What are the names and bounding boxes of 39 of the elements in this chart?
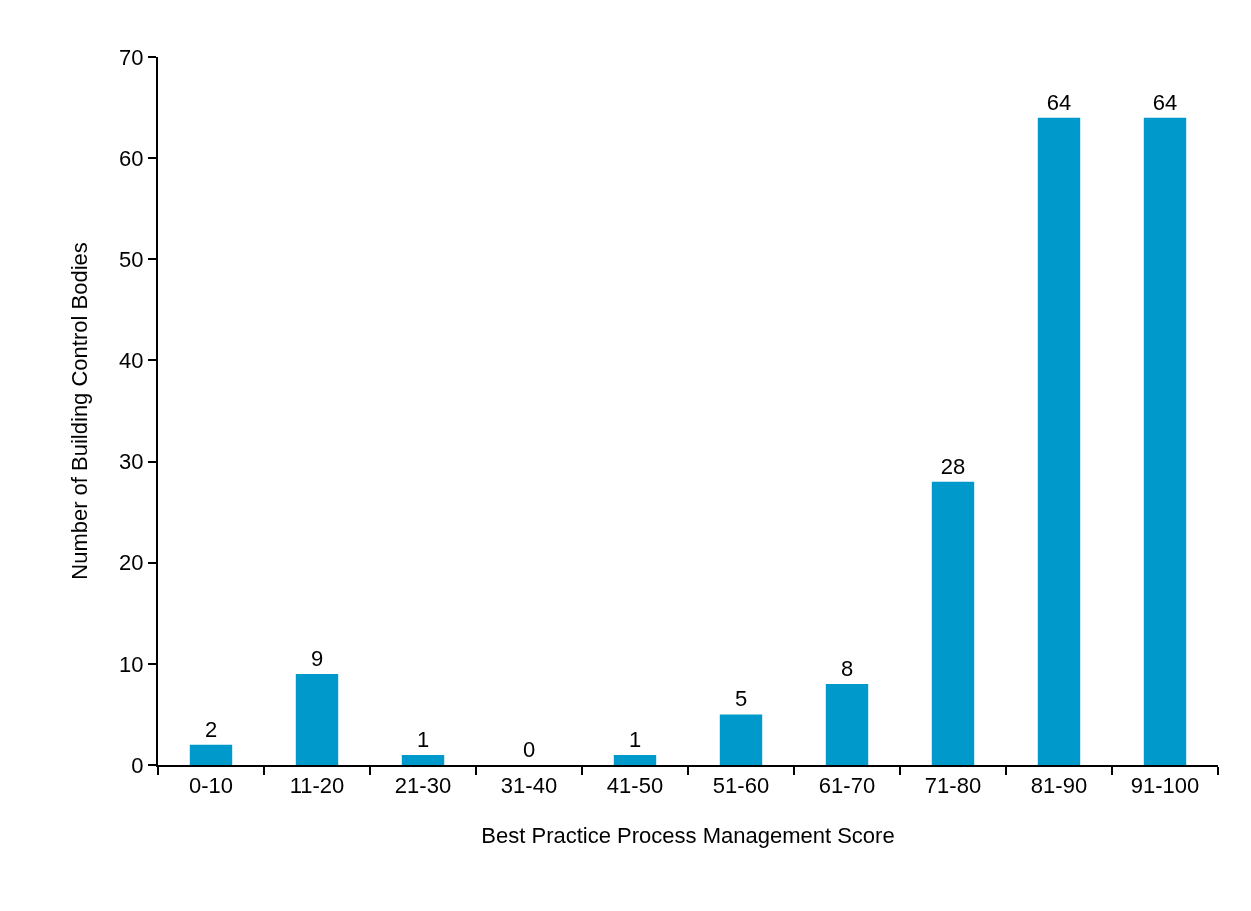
x-tick-label: 31-40 — [500, 773, 558, 799]
bar — [1143, 117, 1187, 765]
bar — [931, 481, 975, 765]
data-label: 64 — [1046, 89, 1072, 115]
data-label: 1 — [416, 726, 430, 752]
data-label: 9 — [310, 645, 324, 671]
bar — [1037, 117, 1081, 765]
y-tick-label: 40 — [119, 348, 144, 374]
x-tick-label: 81-90 — [1030, 773, 1088, 799]
x-tick-label: 41-50 — [606, 773, 664, 799]
y-tick-label: 60 — [119, 145, 144, 171]
data-label: 64 — [1152, 89, 1178, 115]
data-label: 5 — [734, 686, 748, 712]
x-axis-title: Best Practice Process Management Score — [481, 822, 895, 848]
bar — [719, 714, 763, 765]
bar — [189, 744, 233, 765]
data-label: 8 — [840, 656, 854, 682]
bar — [401, 754, 445, 765]
x-tick-label: 51-60 — [712, 773, 770, 799]
x-tick-label: 91-100 — [1130, 773, 1200, 799]
x-tick-label: 11-20 — [289, 773, 345, 799]
y-axis-title: Number of Building Control Bodies — [67, 242, 93, 580]
y-tick-label: 70 — [119, 44, 144, 70]
x-tick-label: 71-80 — [924, 773, 982, 799]
data-label: 28 — [940, 453, 966, 479]
y-tick-label: 0 — [131, 752, 144, 778]
y-tick-label: 30 — [119, 449, 144, 475]
x-tick-label: 61-70 — [818, 773, 876, 799]
data-label: 0 — [522, 737, 536, 762]
bar — [825, 684, 869, 765]
bar — [613, 754, 657, 765]
y-tick-label: 10 — [119, 651, 144, 677]
x-tick-label: 21-30 — [394, 773, 452, 799]
data-label: 2 — [204, 716, 218, 742]
bar — [295, 673, 339, 765]
y-tick-label: 50 — [119, 246, 144, 272]
x-tick-label: 0-10 — [188, 773, 234, 799]
y-tick-label: 20 — [119, 550, 144, 576]
data-label: 1 — [628, 726, 642, 752]
